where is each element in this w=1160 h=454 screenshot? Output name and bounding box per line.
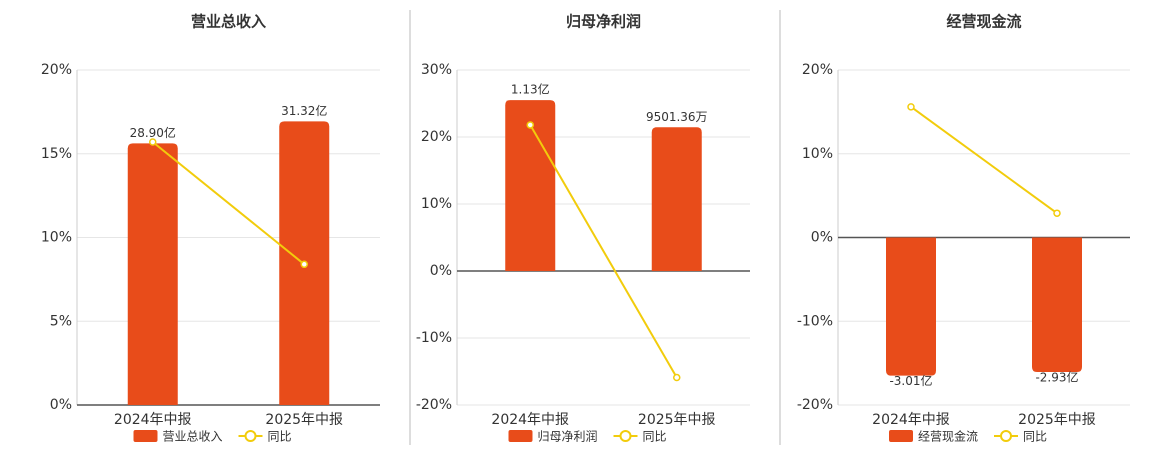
bar-value-label: 28.90亿: [130, 125, 176, 140]
y-tick-label: -10%: [797, 313, 833, 329]
legend-label: 营业总收入: [163, 430, 223, 444]
x-tick-label: 2024年中报: [114, 412, 192, 428]
y-tick-label: -10%: [416, 330, 452, 346]
x-tick-label: 2025年中报: [265, 412, 343, 428]
line: [910, 106, 1058, 215]
y-tick-label: 10%: [802, 146, 833, 162]
line-point: [907, 103, 915, 111]
line: [152, 141, 305, 266]
y-tick-label: 20%: [421, 129, 452, 145]
y-tick-label: 10%: [421, 196, 452, 212]
legend-label: 同比: [643, 430, 667, 444]
line-point: [149, 138, 157, 146]
x-tick-label: 2025年中报: [638, 412, 716, 428]
bar-value-label: -3.01亿: [889, 373, 932, 388]
y-tick-label: 30%: [421, 62, 452, 78]
legend-swatch: [619, 430, 632, 442]
chart-title: 经营现金流: [946, 13, 1021, 31]
line-point: [526, 121, 534, 129]
y-tick-label: 5%: [50, 313, 72, 329]
legend-label: 同比: [268, 430, 292, 444]
x-tick-label: 2024年中报: [872, 412, 950, 428]
line-point: [300, 260, 308, 269]
bar-value-label: 31.32亿: [281, 103, 327, 118]
x-tick-label: 2025年中报: [1018, 412, 1096, 428]
legend-label: 归母净利润: [538, 430, 598, 444]
line: [529, 124, 678, 379]
y-tick-label: 0%: [430, 263, 452, 279]
chart-title: 归母净利润: [566, 13, 641, 31]
legend-swatch: [133, 430, 158, 442]
y-tick-label: 0%: [811, 230, 833, 246]
bar: [505, 100, 556, 271]
legend-swatch: [889, 430, 913, 442]
line-point: [1053, 209, 1061, 217]
legend-swatch: [508, 430, 533, 442]
bar: [1032, 237, 1082, 372]
y-tick-label: 10%: [41, 230, 72, 246]
legend-swatch: [244, 430, 257, 442]
y-tick-label: 15%: [41, 146, 72, 162]
bar: [127, 143, 178, 406]
x-tick-label: 2024年中报: [491, 412, 569, 428]
chart-title: 营业总收入: [191, 13, 266, 31]
y-tick-label: 0%: [50, 397, 72, 413]
legend-swatch: [1000, 430, 1012, 442]
y-tick-label: 20%: [41, 62, 72, 78]
legend-label: 经营现金流: [918, 429, 978, 444]
line-point: [673, 373, 681, 382]
bar: [886, 237, 936, 376]
bar: [651, 127, 702, 271]
legend-label: 同比: [1023, 430, 1047, 444]
bar-value-label: -2.93亿: [1035, 369, 1078, 384]
bar-value-label: 9501.36万: [646, 110, 708, 124]
y-tick-label: -20%: [797, 397, 833, 413]
bar-value-label: 1.13亿: [511, 82, 550, 97]
y-tick-label: 20%: [802, 62, 833, 78]
y-tick-label: -20%: [416, 397, 452, 413]
